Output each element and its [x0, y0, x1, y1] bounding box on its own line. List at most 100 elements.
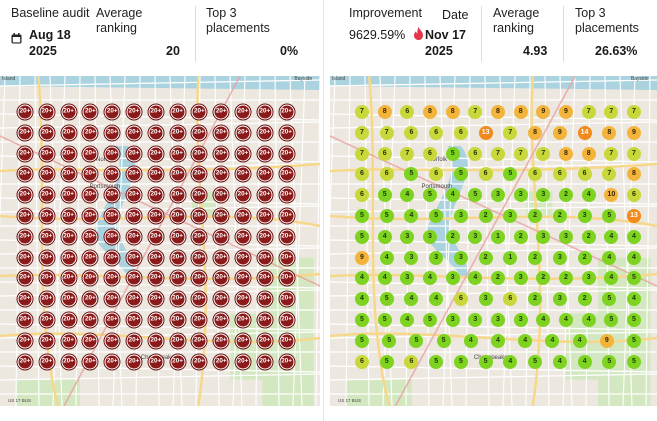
rank-pin[interactable]: 20+ [170, 354, 186, 370]
rank-pin[interactable]: 20+ [235, 354, 251, 370]
rank-pin[interactable]: 20+ [126, 291, 142, 307]
rank-pin[interactable]: 5 [602, 292, 617, 307]
rank-pin[interactable]: 20+ [39, 333, 55, 349]
rank-pin[interactable]: 20+ [104, 229, 120, 245]
rank-pin[interactable]: 20+ [148, 146, 164, 162]
rank-pin[interactable]: 20+ [17, 250, 33, 266]
rank-pin[interactable]: 20+ [61, 187, 77, 203]
rank-pin[interactable]: 20+ [170, 187, 186, 203]
rank-pin[interactable]: 20+ [213, 166, 229, 182]
rank-pin[interactable]: 6 [478, 167, 493, 182]
rank-pin[interactable]: 20+ [235, 146, 251, 162]
rank-pin[interactable]: 6 [453, 292, 468, 307]
rank-pin[interactable]: 7 [602, 167, 617, 182]
rank-pin[interactable]: 20+ [257, 146, 273, 162]
rank-pin[interactable]: 20+ [213, 291, 229, 307]
rank-pin[interactable]: 20+ [39, 250, 55, 266]
rank-pin[interactable]: 7 [400, 146, 415, 161]
rank-pin[interactable]: 7 [355, 105, 369, 119]
rank-pin[interactable]: 5 [355, 333, 369, 348]
rank-pin[interactable]: 20+ [126, 125, 142, 141]
rank-pin[interactable]: 7 [627, 105, 641, 119]
rank-pin[interactable]: 6 [503, 292, 518, 307]
rank-pin[interactable]: 20+ [191, 250, 207, 266]
rank-pin[interactable]: 20+ [148, 312, 164, 328]
rank-pin[interactable]: 20+ [148, 208, 164, 224]
rank-pin[interactable]: 20+ [104, 166, 120, 182]
rank-pin[interactable]: 20+ [148, 291, 164, 307]
rank-pin[interactable]: 5 [423, 188, 437, 203]
rank-pin[interactable]: 20+ [39, 104, 55, 120]
rank-pin[interactable]: 4 [503, 354, 518, 369]
rank-pin[interactable]: 20+ [82, 312, 98, 328]
rank-pin[interactable]: 7 [491, 146, 505, 161]
rank-pin[interactable]: 9 [355, 250, 369, 265]
rank-pin[interactable]: 20+ [257, 166, 273, 182]
rank-pin[interactable]: 4 [536, 313, 551, 327]
rank-pin[interactable]: 5 [503, 167, 518, 182]
rank-pin[interactable]: 5 [602, 209, 617, 223]
rank-pin[interactable]: 6 [577, 167, 592, 182]
rank-pin[interactable]: 1 [503, 250, 518, 265]
rank-pin[interactable]: 5 [627, 271, 641, 286]
rank-pin[interactable]: 20+ [191, 166, 207, 182]
rank-pin[interactable]: 20+ [257, 104, 273, 120]
rank-pin[interactable]: 20+ [213, 146, 229, 162]
rank-pin[interactable]: 2 [559, 188, 573, 203]
rank-pin[interactable]: 5 [602, 354, 617, 369]
rank-pin[interactable]: 20+ [126, 250, 142, 266]
rank-pin[interactable]: 20+ [191, 125, 207, 141]
rank-pin[interactable]: 2 [445, 229, 460, 244]
rank-pin[interactable]: 9 [559, 105, 573, 119]
rank-pin[interactable]: 5 [377, 313, 392, 327]
rank-pin[interactable]: 5 [627, 313, 641, 327]
rank-pin[interactable]: 20+ [235, 312, 251, 328]
rank-pin[interactable]: 20+ [191, 333, 207, 349]
rank-pin[interactable]: 3 [552, 292, 567, 307]
rank-pin[interactable]: 20+ [39, 312, 55, 328]
rank-pin[interactable]: 9 [536, 105, 551, 119]
rank-pin[interactable]: 20+ [148, 229, 164, 245]
rank-pin[interactable]: 20+ [61, 312, 77, 328]
rank-pin[interactable]: 20+ [17, 146, 33, 162]
rank-pin[interactable]: 5 [379, 209, 394, 223]
rank-pin[interactable]: 20+ [235, 291, 251, 307]
rank-pin[interactable]: 20+ [126, 270, 142, 286]
rank-pin[interactable]: 20+ [104, 354, 120, 370]
rank-pin[interactable]: 20+ [126, 229, 142, 245]
rank-pin[interactable]: 8 [513, 105, 528, 119]
rank-pin[interactable]: 6 [627, 188, 641, 203]
rank-pin[interactable]: 4 [581, 188, 596, 203]
rank-pin[interactable]: 20+ [170, 208, 186, 224]
rank-pin[interactable]: 20+ [104, 291, 120, 307]
rank-pin[interactable]: 20+ [82, 187, 98, 203]
rank-pin[interactable]: 20+ [61, 250, 77, 266]
rank-pin[interactable]: 20+ [213, 250, 229, 266]
rank-pin[interactable]: 7 [604, 146, 619, 161]
rank-pin[interactable]: 20+ [257, 291, 273, 307]
rank-pin[interactable]: 20+ [235, 229, 251, 245]
rank-pin[interactable]: 4 [577, 354, 592, 369]
rank-pin[interactable]: 20+ [61, 125, 77, 141]
rank-pin[interactable]: 7 [503, 125, 518, 140]
rank-pin[interactable]: 5 [627, 354, 641, 369]
rank-pin[interactable]: 20+ [235, 125, 251, 141]
rank-pin[interactable]: 20+ [17, 229, 33, 245]
rank-pin[interactable]: 3 [468, 229, 483, 244]
rank-pin[interactable]: 20+ [257, 208, 273, 224]
rank-pin[interactable]: 20+ [148, 104, 164, 120]
rank-pin[interactable]: 5 [355, 209, 369, 223]
rank-pin[interactable]: 5 [379, 292, 394, 307]
rank-pin[interactable]: 20+ [279, 146, 295, 162]
rank-pin[interactable]: 20+ [39, 166, 55, 182]
rank-pin[interactable]: 2 [552, 209, 567, 223]
rank-pin[interactable]: 20+ [170, 333, 186, 349]
rank-pin[interactable]: 20+ [61, 291, 77, 307]
rank-pin[interactable]: 20+ [235, 270, 251, 286]
rank-pin[interactable]: 7 [513, 146, 528, 161]
rank-pin[interactable]: 20+ [191, 229, 207, 245]
rank-pin[interactable]: 20+ [279, 354, 295, 370]
rank-pin[interactable]: 20+ [235, 250, 251, 266]
rank-pin[interactable]: 8 [559, 146, 573, 161]
rank-pin[interactable]: 20+ [148, 250, 164, 266]
